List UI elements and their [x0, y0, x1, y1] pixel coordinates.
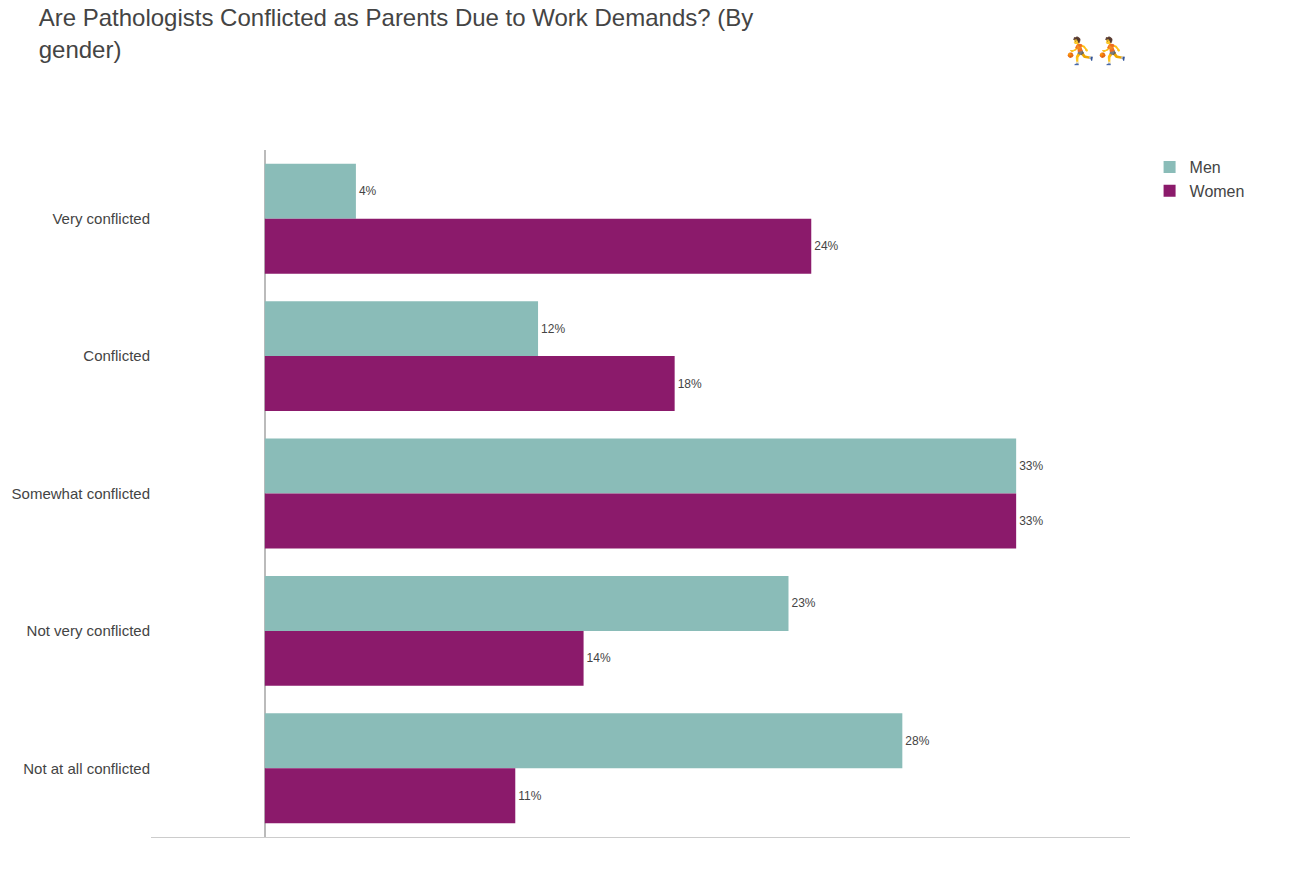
svg-text:18%: 18% — [678, 377, 702, 391]
svg-text:33%: 33% — [1019, 514, 1043, 528]
svg-text:12%: 12% — [541, 322, 565, 336]
svg-text:Are Pathologists Conflicted as: Are Pathologists Conflicted as Parents D… — [39, 4, 754, 62]
svg-text:Women: Women — [1190, 183, 1245, 200]
svg-text:33%: 33% — [1019, 459, 1043, 473]
svg-text:Men: Men — [1190, 159, 1221, 176]
svg-text:Not at all conflicted: Not at all conflicted — [23, 760, 150, 777]
svg-text:Very conflicted: Very conflicted — [52, 210, 150, 227]
svg-text:Somewhat conflicted: Somewhat conflicted — [12, 485, 150, 502]
svg-text:14%: 14% — [587, 651, 611, 665]
svg-text:24%: 24% — [814, 239, 838, 253]
svg-text:11%: 11% — [518, 789, 541, 803]
svg-text:Not very conflicted: Not very conflicted — [27, 622, 150, 639]
svg-text:28%: 28% — [905, 734, 929, 748]
svg-text:23%: 23% — [791, 596, 815, 610]
svg-text:Conflicted: Conflicted — [83, 347, 150, 364]
svg-text:4%: 4% — [359, 184, 377, 198]
svg-text:⛹⛹: ⛹⛹ — [1064, 35, 1128, 66]
